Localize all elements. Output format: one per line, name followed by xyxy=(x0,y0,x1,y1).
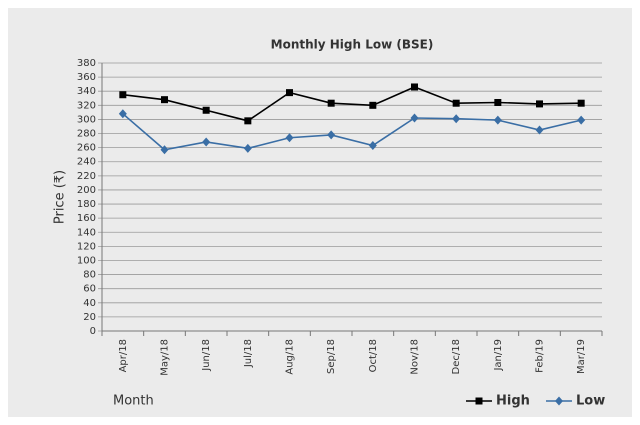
marker xyxy=(475,397,483,405)
y-tick-label: 240 xyxy=(77,157,96,168)
chart-title: Monthly High Low (BSE) xyxy=(271,38,434,52)
y-tick-label: 140 xyxy=(77,227,96,238)
y-tick-label: 280 xyxy=(77,129,96,140)
marker xyxy=(493,115,502,125)
x-tick-label: Jun/18 xyxy=(201,339,212,372)
marker xyxy=(536,100,543,108)
y-tick-label: 360 xyxy=(77,72,96,83)
legend-label: High xyxy=(496,394,530,409)
x-tick-label: Jan/19 xyxy=(493,339,504,372)
y-tick-label: 380 xyxy=(77,58,96,69)
y-tick-label: 100 xyxy=(77,255,96,266)
marker xyxy=(202,106,210,114)
legend-label: Low xyxy=(576,394,605,409)
y-tick-label: 40 xyxy=(83,298,96,309)
chart-background xyxy=(8,8,632,417)
y-tick-label: 60 xyxy=(83,284,96,295)
x-tick-label: Mar/19 xyxy=(576,339,587,374)
marker xyxy=(285,133,294,143)
y-tick-label: 320 xyxy=(77,100,96,111)
x-tick-label: Nov/18 xyxy=(410,339,421,375)
marker xyxy=(577,99,585,107)
y-axis-label: Price (₹) xyxy=(53,170,68,224)
marker xyxy=(161,96,168,104)
y-tick-label: 20 xyxy=(83,312,96,323)
marker xyxy=(369,101,377,109)
y-tick-label: 260 xyxy=(77,143,96,154)
x-tick-label: Feb/19 xyxy=(535,339,546,373)
marker xyxy=(327,99,335,107)
marker xyxy=(494,98,502,106)
marker xyxy=(119,91,127,99)
y-tick-label: 160 xyxy=(77,213,96,224)
series-line xyxy=(122,113,582,151)
marker xyxy=(535,125,544,135)
marker xyxy=(327,130,336,140)
x-tick-label: Jul/18 xyxy=(243,339,254,368)
x-axis-label: Month xyxy=(113,394,154,409)
marker xyxy=(411,83,418,91)
x-tick-label: May/18 xyxy=(160,339,171,376)
y-tick-label: 120 xyxy=(77,241,96,252)
marker xyxy=(577,115,586,125)
marker xyxy=(118,109,127,119)
y-tick-label: 180 xyxy=(77,199,96,210)
x-tick-label: Dec/18 xyxy=(451,339,462,374)
y-tick-label: 80 xyxy=(83,270,96,281)
y-tick-label: 300 xyxy=(77,114,96,125)
y-tick-label: 0 xyxy=(90,326,96,337)
marker xyxy=(368,141,377,151)
marker xyxy=(202,137,211,147)
marker xyxy=(452,99,460,107)
x-tick-label: Apr/18 xyxy=(118,339,129,372)
y-tick-label: 340 xyxy=(77,86,96,97)
marker xyxy=(452,114,461,124)
series-line xyxy=(122,86,582,122)
marker xyxy=(244,117,252,125)
x-tick-label: Oct/18 xyxy=(368,339,379,372)
x-tick-label: Aug/18 xyxy=(285,339,296,375)
marker xyxy=(243,143,252,153)
marker xyxy=(410,113,419,123)
x-tick-label: Sep/18 xyxy=(326,339,337,374)
marker xyxy=(555,396,563,406)
marker xyxy=(160,145,169,155)
marker xyxy=(286,89,293,97)
y-tick-label: 200 xyxy=(77,185,96,196)
y-tick-label: 220 xyxy=(77,171,96,182)
